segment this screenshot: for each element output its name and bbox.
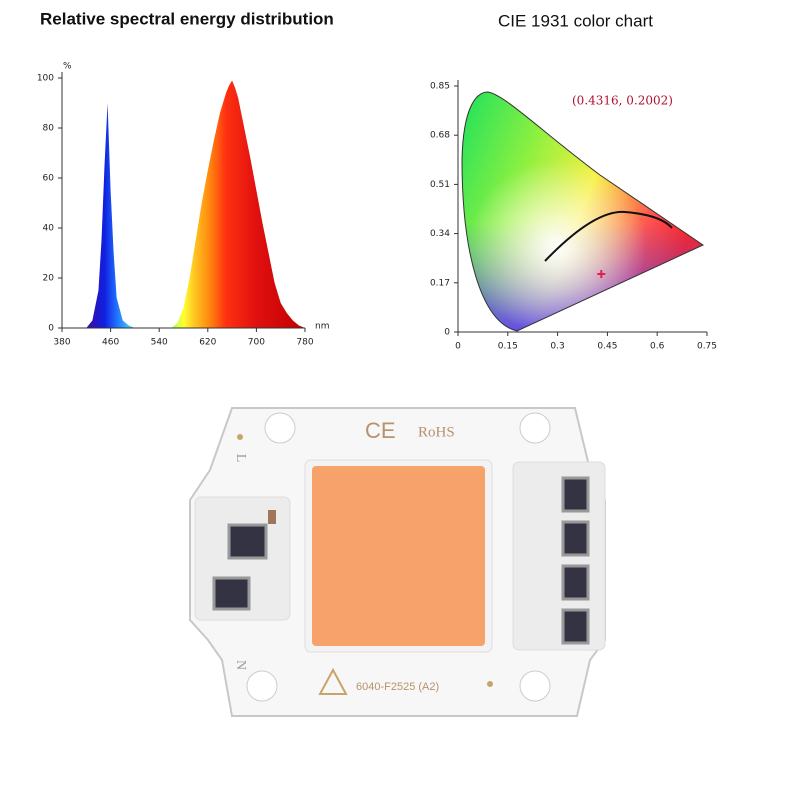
y-tick-label: 0.34: [430, 229, 450, 239]
x-tick-label: 620: [199, 338, 216, 348]
y-tick-label: 0.51: [430, 180, 450, 190]
x-tick-label: 700: [248, 338, 265, 348]
x-tick-label: 0.6: [650, 342, 665, 352]
x-tick-label: 780: [296, 338, 313, 348]
y-unit: %: [63, 62, 72, 72]
x-tick-label: 460: [102, 338, 119, 348]
x-unit: nm: [315, 322, 329, 332]
x-tick-label: 0.45: [597, 342, 617, 352]
x-tick-label: 540: [151, 338, 168, 348]
y-tick-label: 0: [444, 328, 450, 338]
cie-locus: [461, 91, 705, 332]
terminal-label: N: [233, 660, 248, 670]
y-tick-label: 40: [43, 224, 55, 234]
y-tick-label: 20: [43, 274, 55, 284]
y-tick-label: 0.68: [430, 131, 450, 141]
cie-locus-fill: [462, 92, 703, 331]
planckian-locus: [544, 210, 673, 262]
x-tick-label: 0.3: [550, 342, 564, 352]
rohs-mark: RoHS: [418, 424, 455, 440]
ce-mark: CE: [365, 418, 396, 443]
y-tick-label: 60: [43, 174, 55, 184]
terminal-label: L: [233, 454, 248, 463]
spectrum-area: [86, 80, 305, 328]
chart-title: Relative spectral energy distribution: [40, 9, 334, 28]
y-tick-label: 0.85: [430, 82, 450, 92]
x-tick-label: 0.75: [697, 342, 717, 352]
point: [597, 270, 606, 279]
model-label: 6040-F2525 (A2): [356, 681, 439, 693]
y-tick-label: 80: [43, 124, 55, 134]
led-chip: [189, 407, 606, 717]
y-tick-label: 100: [37, 74, 54, 84]
x-tick-label: 0: [455, 342, 461, 352]
annotation: (0.4316, 0.2002): [572, 94, 673, 108]
x-tick-label: 0.15: [498, 342, 518, 352]
chart-title: CIE 1931 color chart: [498, 11, 653, 30]
y-tick-label: 0.17: [430, 278, 450, 288]
y-tick-label: 0: [48, 324, 54, 334]
x-tick-label: 380: [53, 338, 70, 348]
